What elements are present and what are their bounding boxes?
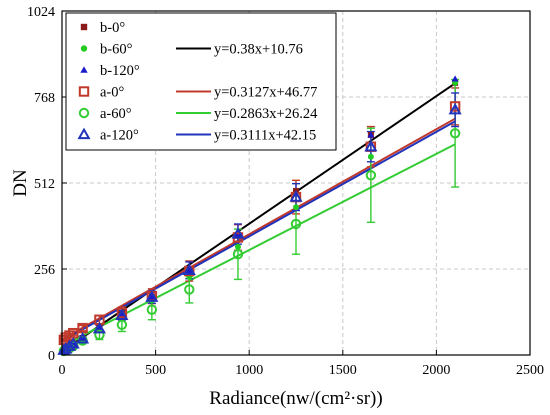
legend-fit-equation: y=0.3111x+42.15 (214, 128, 316, 144)
data-point (449, 101, 461, 112)
data-point (184, 284, 195, 295)
data-point (94, 329, 105, 341)
x-tick-label: 500 (145, 363, 166, 378)
fit-lines (61, 82, 456, 353)
y-axis-title: DN (10, 169, 31, 197)
y-tick-label: 256 (34, 263, 55, 278)
legend-marker (80, 23, 88, 31)
data-point (365, 170, 377, 181)
y-tick-label: 768 (34, 91, 55, 106)
data-point (364, 139, 378, 152)
data-point (449, 128, 461, 139)
legend-label: a-120° (100, 128, 139, 144)
data-point (76, 332, 90, 344)
legend-marker (80, 45, 88, 52)
fit-line (61, 120, 456, 342)
data-point (146, 304, 158, 315)
fit-line (61, 82, 456, 353)
legend-marker (80, 66, 88, 73)
legend-box (65, 12, 337, 151)
y-tick-label: 0 (48, 349, 55, 364)
fit-line (61, 117, 456, 341)
legend-label: a-60° (100, 106, 132, 122)
data-point (145, 290, 159, 302)
axis-ticks: 0 500 1000 1500 2000 2500 0 256 512 768 1024 (27, 5, 544, 378)
legend-fit-equation: y=0.2863x+26.24 (214, 106, 318, 122)
data-point (62, 339, 77, 351)
legend-marker (77, 127, 91, 140)
legend-marker (78, 107, 90, 119)
data-markers (57, 75, 462, 357)
data-point (115, 308, 129, 320)
data-point (148, 293, 156, 300)
data-point (118, 311, 126, 318)
x-tick-label: 2500 (516, 363, 544, 378)
data-point (290, 218, 302, 230)
data-point (66, 337, 80, 349)
legend-marker (78, 86, 90, 97)
data-point (182, 263, 196, 275)
legend-label: a-0° (100, 85, 125, 101)
x-tick-label: 1500 (329, 363, 357, 378)
x-tick-label: 1000 (235, 363, 263, 378)
data-point (95, 325, 103, 332)
data-point (185, 267, 193, 274)
data-point (234, 231, 242, 238)
legend-fit-equation: y=0.38x+10.76 (214, 42, 303, 58)
y-tick-label: 512 (34, 177, 55, 192)
data-point (451, 75, 459, 82)
data-point (367, 153, 374, 160)
legend-label: b-120° (100, 63, 140, 79)
x-tick-label: 2000 (422, 363, 450, 378)
data-point (367, 131, 375, 138)
fit-line (61, 143, 456, 348)
data-point (92, 321, 106, 334)
data-point (448, 102, 462, 115)
data-point (231, 227, 245, 239)
legend-label: b-60° (100, 42, 133, 58)
data-point (79, 334, 87, 341)
y-tick-label: 1024 (27, 5, 55, 20)
legend-label: b-0° (100, 20, 125, 36)
data-point (232, 249, 244, 260)
data-point (234, 243, 241, 250)
data-point (289, 190, 303, 202)
x-tick-label: 0 (59, 363, 66, 378)
legend: b-0° b-60° y=0.38x+10.76 b-120° a-0° y=0.3127… (65, 12, 337, 151)
data-point (293, 204, 299, 211)
legend-fit-equation: y=0.3127x+46.77 (214, 85, 317, 101)
data-point (116, 319, 128, 330)
x-axis-title: Radiance(nw/(cm²·sr)) (209, 388, 382, 409)
